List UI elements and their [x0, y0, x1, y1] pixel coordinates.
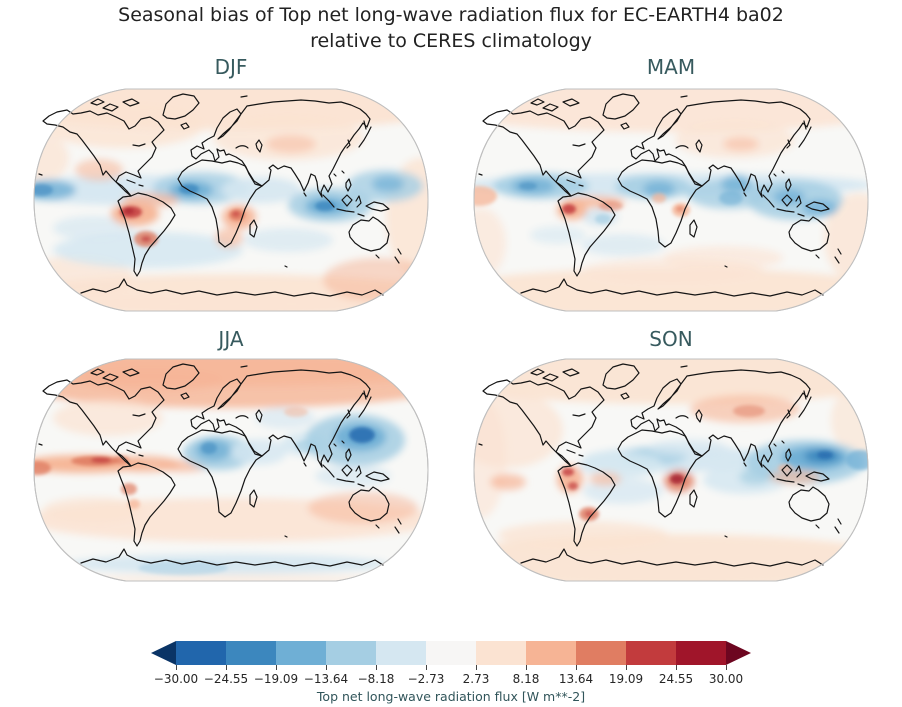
map-panel-mam — [473, 88, 869, 312]
colorbar-tick — [175, 665, 177, 670]
colorbar-tick-label: −13.64 — [303, 672, 349, 686]
panel-title-djf: DJF — [214, 55, 248, 79]
colorbar-segment — [176, 641, 226, 665]
figure-title-line1: Seasonal bias of Top net long-wave radia… — [118, 4, 784, 26]
colorbar: −30.00 −24.55 −19.09 −13.64 −8.18 −2.73 2.73 8.… — [151, 641, 751, 707]
colorbar-tick — [375, 665, 377, 670]
colorbar-tick — [675, 665, 677, 670]
map-panel-djf — [33, 88, 429, 312]
colorbar-tick-label: −19.09 — [253, 672, 299, 686]
colorbar-tick-label: 2.73 — [462, 672, 490, 686]
colorbar-tick-label: 8.18 — [512, 672, 540, 686]
colorbar-segment — [626, 641, 676, 665]
figure-title-line2: relative to CERES climatology — [310, 30, 592, 52]
colorbar-tick — [325, 665, 327, 670]
colorbar-tick-label: 13.64 — [558, 672, 594, 686]
colorbar-tick — [525, 665, 527, 670]
colorbar-tick-label: 19.09 — [608, 672, 644, 686]
panel-title-son: SON — [649, 327, 693, 351]
jja-map — [33, 358, 429, 582]
djf-map — [33, 88, 429, 312]
colorbar-under-arrow — [151, 641, 176, 665]
colorbar-segment — [526, 641, 576, 665]
colorbar-over-arrow — [726, 641, 751, 665]
panel-title-jja: JJA — [218, 327, 244, 351]
figure-title: Seasonal bias of Top net long-wave radia… — [0, 2, 902, 54]
colorbar-segment — [476, 641, 526, 665]
bias-field — [474, 89, 868, 311]
colorbar-tick-label: 30.00 — [708, 672, 744, 686]
colorbar-tick — [575, 665, 577, 670]
colorbar-tick-label: −2.73 — [407, 672, 445, 686]
colorbar-segment — [376, 641, 426, 665]
colorbar-tick — [225, 665, 227, 670]
son-map — [473, 358, 869, 582]
colorbar-tick — [425, 665, 427, 670]
colorbar-label: Top net long-wave radiation flux [W m**-… — [316, 689, 586, 704]
colorbar-segment — [276, 641, 326, 665]
colorbar-tick-label: −24.55 — [203, 672, 249, 686]
colorbar-segment — [226, 641, 276, 665]
mam-map — [473, 88, 869, 312]
colorbar-segment — [326, 641, 376, 665]
map-panel-son — [473, 358, 869, 582]
colorbar-segment — [426, 641, 476, 665]
map-panel-jja — [33, 358, 429, 582]
colorbar-bar — [151, 641, 751, 665]
colorbar-tick-label: −30.00 — [153, 672, 199, 686]
colorbar-tick — [275, 665, 277, 670]
colorbar-tick — [475, 665, 477, 670]
colorbar-tick-label: 24.55 — [658, 672, 694, 686]
colorbar-tick — [625, 665, 627, 670]
colorbar-segment — [676, 641, 726, 665]
colorbar-tick-label: −8.18 — [357, 672, 395, 686]
panel-title-mam: MAM — [646, 55, 696, 79]
colorbar-tick — [725, 665, 727, 670]
colorbar-segment — [576, 641, 626, 665]
